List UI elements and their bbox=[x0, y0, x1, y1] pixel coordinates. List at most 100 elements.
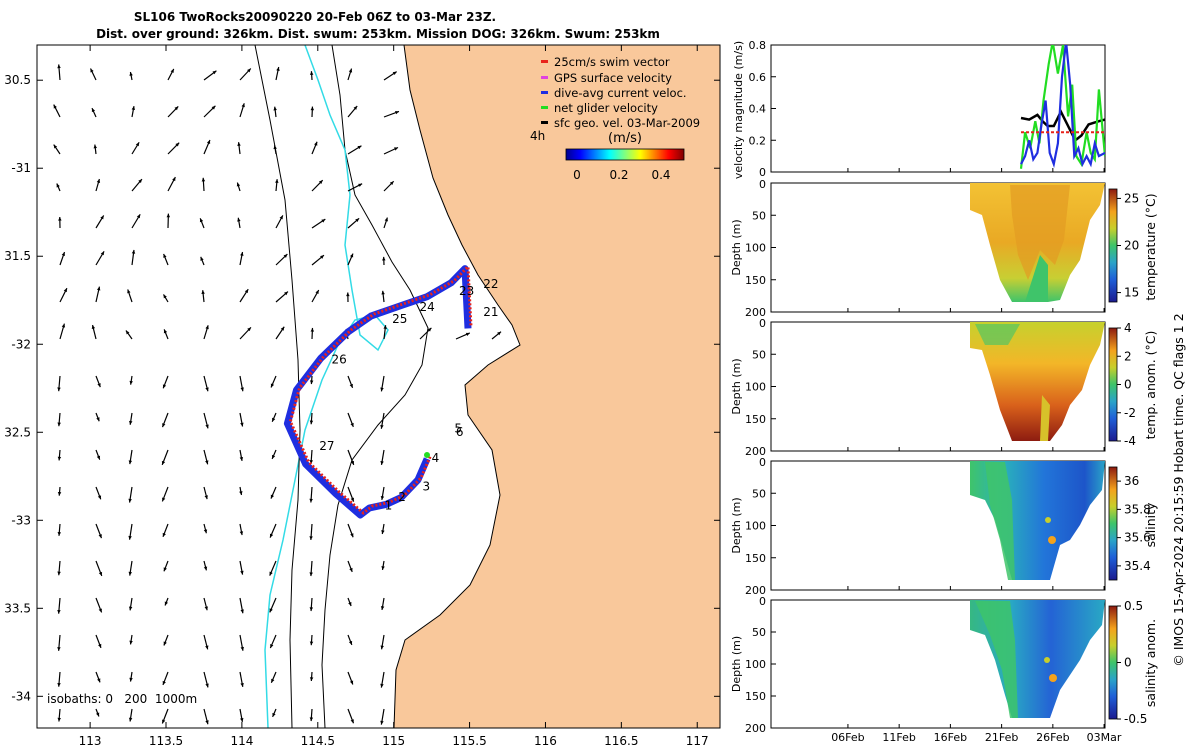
colorbar-tick: 0.4 bbox=[651, 168, 670, 182]
current-vector-head bbox=[350, 422, 354, 427]
current-vector-head bbox=[320, 255, 324, 259]
current-vector-head bbox=[98, 643, 102, 648]
current-vector-head bbox=[247, 327, 251, 332]
day-label: 23 bbox=[459, 284, 474, 298]
current-vector-head bbox=[163, 641, 167, 646]
speed-colorbar bbox=[565, 148, 685, 161]
current-vector-head bbox=[240, 717, 244, 722]
velocity-ticks: 0 0.2 0.4 0.6 0.8 bbox=[749, 39, 776, 179]
depth-tick-label: 100 bbox=[745, 658, 766, 671]
legend-swatch bbox=[541, 106, 548, 109]
current-vector-head bbox=[129, 640, 133, 645]
current-vector-head bbox=[269, 608, 273, 613]
current-vector-head bbox=[272, 712, 276, 717]
current-vector-head bbox=[57, 422, 61, 427]
map-x-tick-label: 113 bbox=[79, 734, 102, 748]
colorbar-tick-label: -4 bbox=[1124, 434, 1136, 448]
current-vector-head bbox=[309, 641, 314, 646]
current-vector-head bbox=[357, 145, 362, 150]
current-vector-head bbox=[212, 70, 217, 75]
map-y-tick-label: 30.5 bbox=[4, 73, 31, 87]
temp-anomaly-panel bbox=[770, 321, 1118, 452]
map-y-tick-label: 32.5 bbox=[4, 425, 31, 439]
current-vector-head bbox=[97, 383, 101, 388]
current-vector-head bbox=[380, 387, 384, 392]
depth-tick-label: 50 bbox=[752, 487, 766, 500]
depth-tick-label: 100 bbox=[745, 381, 766, 394]
colorbar-tick-label: 0 bbox=[1124, 656, 1132, 670]
salinity-anomaly-colorbar bbox=[1108, 605, 1118, 720]
colorbar-tick-label: 0.5 bbox=[1124, 599, 1143, 613]
depth-axis-label: Depth (m) bbox=[730, 219, 743, 275]
legend-swatch bbox=[541, 60, 548, 63]
current-vector-head bbox=[270, 494, 275, 499]
velocity-y-tick-label: 0.6 bbox=[749, 71, 767, 84]
current-vector-head bbox=[380, 496, 385, 500]
map-y-tick-label: -33 bbox=[11, 513, 31, 527]
current-vector-head bbox=[125, 330, 130, 335]
depth-tick-label: 200 bbox=[745, 722, 766, 735]
current-vector-head bbox=[205, 683, 209, 688]
depth-tick-label: 50 bbox=[752, 626, 766, 639]
current-vectors bbox=[53, 64, 502, 725]
current-vector-head bbox=[204, 495, 208, 500]
salinity-green-patch bbox=[985, 462, 1015, 580]
map-frame bbox=[36, 44, 721, 729]
map-x-tick-label: 116 bbox=[534, 734, 557, 748]
current-vector-head bbox=[205, 424, 209, 429]
current-vector-head bbox=[240, 646, 244, 651]
current-vector-head bbox=[240, 252, 244, 256]
current-vector-head bbox=[53, 104, 57, 109]
current-vector-head bbox=[239, 491, 243, 495]
current-vector-head bbox=[57, 456, 62, 461]
colorbar-tick-label: 20 bbox=[1124, 239, 1139, 253]
map-x-tick-label: 115.5 bbox=[452, 734, 486, 748]
salt-anomaly-spot bbox=[1044, 657, 1050, 663]
coastline bbox=[393, 45, 521, 728]
current-vector-head bbox=[309, 420, 314, 425]
map-x-tick-label: 114 bbox=[230, 734, 253, 748]
current-vector-head bbox=[100, 215, 104, 220]
colorbar-tick-label: 15 bbox=[1124, 286, 1139, 300]
temp-anomaly-colorbar bbox=[1108, 327, 1118, 442]
current-vector-head bbox=[161, 460, 166, 465]
date-tick-label: 21Feb bbox=[985, 731, 1018, 744]
current-vector-head bbox=[349, 253, 354, 258]
colorbar-tick-label: 25 bbox=[1124, 191, 1139, 205]
glider-track bbox=[283, 263, 473, 519]
current-vector-head bbox=[276, 67, 280, 71]
current-vector-head bbox=[57, 647, 61, 651]
current-vector-head bbox=[309, 536, 313, 540]
current-vector-head bbox=[381, 290, 385, 295]
isobath-1000m bbox=[254, 45, 301, 728]
temperature-colorbar bbox=[1108, 188, 1118, 303]
colorbar-tick-label: 4 bbox=[1124, 321, 1132, 335]
day-label: 27 bbox=[319, 439, 334, 453]
isobath-label: isobaths: 0 200 1000m bbox=[47, 692, 197, 706]
velocity-y-tick-label: 0 bbox=[759, 166, 766, 179]
current-vector-head bbox=[162, 532, 166, 537]
date-tick-label: 16Feb bbox=[934, 731, 967, 744]
depth-axis-label: Depth (m) bbox=[730, 358, 743, 414]
salt-anomaly-spot bbox=[1049, 674, 1057, 682]
map-x-tick-label: 114.5 bbox=[301, 734, 335, 748]
salinity-spot bbox=[1045, 517, 1051, 523]
depth-axis-label: Depth (m) bbox=[730, 636, 743, 692]
current-vector-head bbox=[283, 254, 288, 258]
day-label: 25 bbox=[392, 312, 407, 326]
current-vector-head bbox=[175, 142, 180, 147]
map-legend: 25cm/s swim vector GPS surface velocity … bbox=[530, 55, 700, 182]
temp-anomaly-field bbox=[970, 322, 1105, 441]
temperature-panel bbox=[770, 182, 1118, 313]
colorbar-tick-label: 36 bbox=[1124, 474, 1139, 488]
current-vector-head bbox=[63, 288, 67, 293]
current-vector-head bbox=[273, 145, 277, 150]
warm-core bbox=[1010, 185, 1070, 280]
current-vector-head bbox=[318, 180, 323, 184]
day-label: 26 bbox=[331, 353, 346, 367]
track-swim-vector bbox=[288, 263, 473, 515]
current-vector-head bbox=[270, 644, 274, 649]
current-vector-head bbox=[350, 719, 354, 724]
current-vector-head bbox=[271, 678, 275, 683]
credit-text: © IMOS 15-Apr-2024 20:15:59 Hobart time.… bbox=[1171, 313, 1186, 666]
